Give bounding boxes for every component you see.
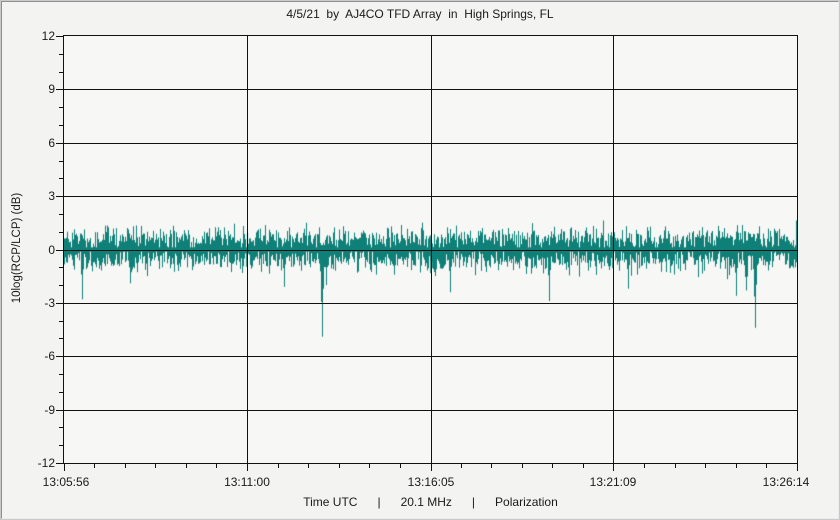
x-minor-tick <box>186 464 187 468</box>
y-minor-tick <box>59 427 63 428</box>
x-major-tick-13:05:56 <box>64 464 65 471</box>
x-minor-tick <box>522 464 523 468</box>
x-minor-tick <box>736 464 737 468</box>
x-tick-label-13:21:09: 13:21:09 <box>589 475 637 489</box>
y-minor-tick <box>59 392 63 393</box>
y-major-tick-9 <box>56 89 63 90</box>
y-major-tick-6 <box>56 143 63 144</box>
h-gridline-6dB <box>63 143 798 144</box>
x-major-tick-13:21:09 <box>613 464 614 471</box>
x-minor-tick <box>491 464 492 468</box>
y-tick-label--6: -6 <box>44 349 55 363</box>
x-tick-label-13:16:05: 13:16:05 <box>407 475 455 489</box>
h-gridline-9dB <box>63 89 798 90</box>
y-tick-label-3: 3 <box>48 189 55 203</box>
x-minor-tick <box>278 464 279 468</box>
x-minor-tick <box>216 464 217 468</box>
y-tick-label-9: 9 <box>48 82 55 96</box>
y-minor-tick <box>59 321 63 322</box>
x-minor-tick <box>644 464 645 468</box>
x-minor-tick <box>583 464 584 468</box>
y-minor-tick <box>59 107 63 108</box>
h-gridline--9dB <box>63 410 798 411</box>
y-tick-label-12: 12 <box>41 29 55 43</box>
y-minor-tick <box>59 178 63 179</box>
x-minor-tick <box>400 464 401 468</box>
x-minor-tick <box>339 464 340 468</box>
h-gridline-0dB <box>63 250 798 251</box>
x-minor-tick <box>675 464 676 468</box>
v-gridline-13:11:00 <box>247 35 248 464</box>
x-tick-label-13:26:14: 13:26:14 <box>762 475 810 489</box>
x-major-tick-13:26:14 <box>797 464 798 471</box>
y-major-tick-0 <box>56 250 63 251</box>
h-gridline--6dB <box>63 356 798 357</box>
y-tick-label-0: 0 <box>48 243 55 257</box>
x-minor-tick <box>552 464 553 468</box>
x-tick-label-13:05:56: 13:05:56 <box>42 475 90 489</box>
x-minor-tick <box>766 464 767 468</box>
x-major-tick-13:16:05 <box>431 464 432 471</box>
y-minor-tick <box>59 54 63 55</box>
y-tick-label--12: -12 <box>37 456 55 470</box>
x-tick-label-13:11:00: 13:11:00 <box>224 475 270 489</box>
h-gridline-3dB <box>63 196 798 197</box>
x-minor-tick <box>461 464 462 468</box>
v-gridline-13:21:09 <box>613 35 614 464</box>
y-minor-tick <box>59 374 63 375</box>
y-tick-label--3: -3 <box>44 296 55 310</box>
x-minor-tick <box>705 464 706 468</box>
y-minor-tick <box>59 232 63 233</box>
y-major-tick--6 <box>56 356 63 357</box>
y-minor-tick <box>59 161 63 162</box>
y-major-tick-3 <box>56 196 63 197</box>
x-minor-tick <box>155 464 156 468</box>
chart-title: 4/5/21 by AJ4CO TFD Array in High Spring… <box>286 7 554 21</box>
y-minor-tick <box>59 267 63 268</box>
y-minor-tick <box>59 214 63 215</box>
h-gridline--3dB <box>63 303 798 304</box>
y-minor-tick <box>59 125 63 126</box>
y-major-tick--3 <box>56 303 63 304</box>
y-minor-tick <box>59 445 63 446</box>
y-major-tick-12 <box>56 36 63 37</box>
y-tick-label-6: 6 <box>48 136 55 150</box>
x-axis-caption: Time UTC | 20.1 MHz | Polarization <box>303 495 558 509</box>
x-minor-tick <box>125 464 126 468</box>
y-major-tick--9 <box>56 410 63 411</box>
y-minor-tick <box>59 338 63 339</box>
y-tick-label--9: -9 <box>44 403 55 417</box>
x-minor-tick <box>94 464 95 468</box>
v-gridline-13:16:05 <box>431 35 432 464</box>
x-major-tick-13:11:00 <box>247 464 248 471</box>
y-major-tick--12 <box>56 463 63 464</box>
x-minor-tick <box>369 464 370 468</box>
y-minor-tick <box>59 72 63 73</box>
y-minor-tick <box>59 285 63 286</box>
x-minor-tick <box>308 464 309 468</box>
polarization-trace <box>64 36 797 463</box>
